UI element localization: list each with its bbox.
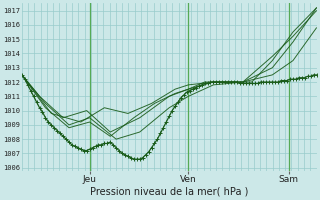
X-axis label: Pression niveau de la mer( hPa ): Pression niveau de la mer( hPa )	[90, 187, 248, 197]
